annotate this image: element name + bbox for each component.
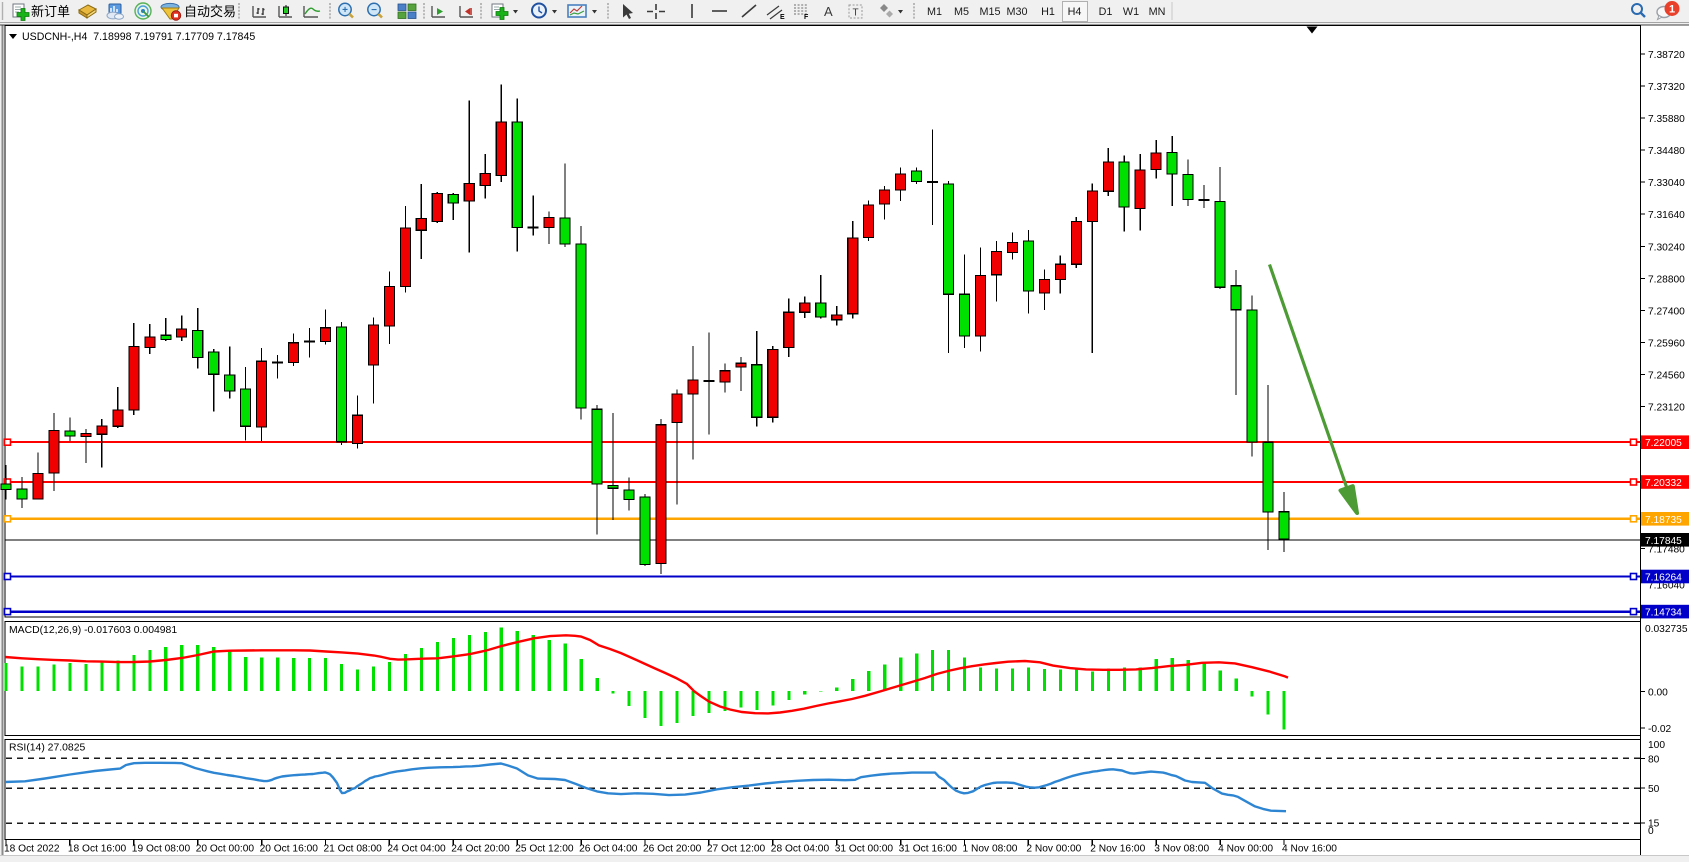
svg-text:20 Oct 16:00: 20 Oct 16:00 <box>260 844 319 855</box>
svg-text:7.20332: 7.20332 <box>1645 478 1682 489</box>
svg-text:50: 50 <box>1648 784 1660 795</box>
svg-text:7.18735: 7.18735 <box>1645 515 1682 526</box>
svg-text:7.22005: 7.22005 <box>1645 438 1682 449</box>
svg-text:7.35880: 7.35880 <box>1648 114 1685 125</box>
svg-text:MACD(12,26,9) -0.017603 0.0049: MACD(12,26,9) -0.017603 0.004981 <box>9 625 177 636</box>
svg-text:7.28800: 7.28800 <box>1648 274 1685 285</box>
svg-text:7.34480: 7.34480 <box>1648 146 1685 157</box>
svg-text:7.23120: 7.23120 <box>1648 403 1685 414</box>
svg-text:新订单: 新订单 <box>31 4 70 19</box>
svg-text:3 Nov 08:00: 3 Nov 08:00 <box>1154 844 1209 855</box>
svg-text:T: T <box>853 8 859 19</box>
svg-text:7.14734: 7.14734 <box>1645 608 1682 619</box>
svg-text:4 Nov 00:00: 4 Nov 00:00 <box>1218 844 1273 855</box>
svg-text:21 Oct 08:00: 21 Oct 08:00 <box>324 844 383 855</box>
svg-text:A: A <box>824 4 833 19</box>
svg-text:7.24560: 7.24560 <box>1648 371 1685 382</box>
svg-text:7.16040: 7.16040 <box>1648 581 1685 592</box>
svg-text:7.30240: 7.30240 <box>1648 242 1685 253</box>
svg-text:M15: M15 <box>979 6 1000 18</box>
svg-text:7.27400: 7.27400 <box>1648 306 1685 317</box>
svg-text:D1: D1 <box>1099 6 1113 18</box>
svg-text:4 Nov 16:00: 4 Nov 16:00 <box>1282 844 1337 855</box>
svg-text:31 Oct 00:00: 31 Oct 00:00 <box>835 844 894 855</box>
svg-text:25 Oct 12:00: 25 Oct 12:00 <box>515 844 574 855</box>
svg-text:7.38720: 7.38720 <box>1648 50 1685 61</box>
svg-text:26 Oct 04:00: 26 Oct 04:00 <box>579 844 638 855</box>
svg-text:F: F <box>804 14 809 21</box>
svg-text:28 Oct 04:00: 28 Oct 04:00 <box>771 844 830 855</box>
svg-text:1 Nov 08:00: 1 Nov 08:00 <box>963 844 1018 855</box>
svg-text:7.31640: 7.31640 <box>1648 210 1685 221</box>
svg-text:18 Oct 16:00: 18 Oct 16:00 <box>68 844 127 855</box>
svg-text:7.25960: 7.25960 <box>1648 338 1685 349</box>
svg-text:15: 15 <box>1648 819 1660 830</box>
svg-text:27 Oct 12:00: 27 Oct 12:00 <box>707 844 766 855</box>
svg-text:24 Oct 20:00: 24 Oct 20:00 <box>451 844 510 855</box>
svg-text:-0.02: -0.02 <box>1648 724 1672 735</box>
svg-text:+: + <box>342 5 348 16</box>
svg-text:26 Oct 20:00: 26 Oct 20:00 <box>643 844 702 855</box>
svg-text:RSI(14) 27.0825: RSI(14) 27.0825 <box>9 743 85 754</box>
svg-text:7.37320: 7.37320 <box>1648 82 1685 93</box>
svg-text:2 Nov 00:00: 2 Nov 00:00 <box>1026 844 1081 855</box>
svg-text:1: 1 <box>1669 4 1675 16</box>
svg-text:E: E <box>780 14 785 21</box>
svg-text:−: − <box>371 5 377 16</box>
svg-text:MN: MN <box>1149 6 1166 18</box>
svg-text:0: 0 <box>1648 826 1654 837</box>
svg-text:20 Oct 00:00: 20 Oct 00:00 <box>196 844 255 855</box>
svg-text:7.16264: 7.16264 <box>1645 573 1682 584</box>
svg-text:24 Oct 04:00: 24 Oct 04:00 <box>387 844 446 855</box>
svg-text:H4: H4 <box>1068 6 1082 18</box>
svg-text:0.032735: 0.032735 <box>1645 624 1688 635</box>
svg-text:2 Nov 16:00: 2 Nov 16:00 <box>1090 844 1145 855</box>
svg-text:M30: M30 <box>1006 6 1027 18</box>
svg-text:M5: M5 <box>954 6 969 18</box>
svg-text:0.00: 0.00 <box>1648 687 1668 698</box>
svg-text:7.33040: 7.33040 <box>1648 178 1685 189</box>
svg-text:19 Oct 08:00: 19 Oct 08:00 <box>132 844 191 855</box>
svg-text:80: 80 <box>1648 754 1660 765</box>
svg-text:M1: M1 <box>927 6 942 18</box>
svg-text:自动交易: 自动交易 <box>184 4 236 19</box>
svg-text:100: 100 <box>1648 740 1665 751</box>
svg-text:7.17480: 7.17480 <box>1648 544 1685 555</box>
svg-text:W1: W1 <box>1123 6 1139 18</box>
svg-text:H1: H1 <box>1041 6 1055 18</box>
svg-text:31 Oct 16:00: 31 Oct 16:00 <box>899 844 958 855</box>
svg-text:7.17845: 7.17845 <box>1645 536 1682 547</box>
svg-text:18 Oct 2022: 18 Oct 2022 <box>4 844 60 855</box>
svg-text:USDCNH-,H4 7.18998 7.19791 7.: USDCNH-,H4 7.18998 7.19791 7.17709 7.178… <box>22 31 255 43</box>
